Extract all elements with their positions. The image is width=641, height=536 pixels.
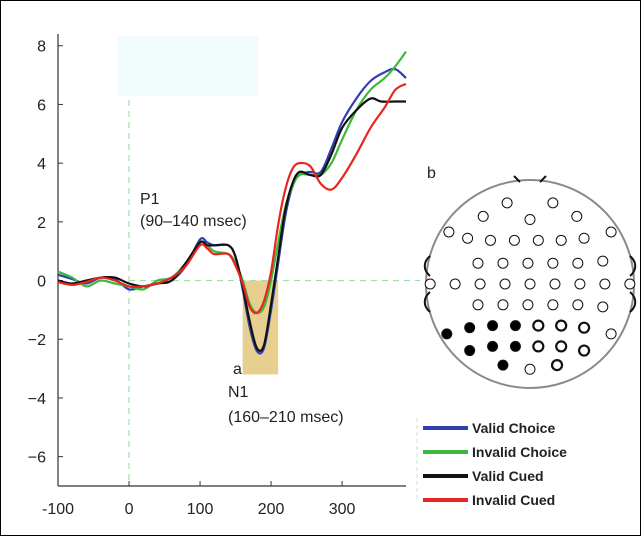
electrode xyxy=(597,301,609,313)
legend-label-invalid-cued: Invalid Cued xyxy=(472,492,555,508)
electrode-selected xyxy=(441,328,453,340)
electrode xyxy=(550,359,564,372)
y-tick-label: 8 xyxy=(37,39,46,56)
legend-label-valid-cued: Valid Cued xyxy=(472,468,544,484)
electrode-selected xyxy=(464,322,476,334)
electrode xyxy=(484,234,496,246)
right-ear-icon xyxy=(629,255,637,313)
y-tick-label: 2 xyxy=(37,215,46,232)
y-tick-label: 4 xyxy=(37,156,46,173)
legend-label-valid-choice: Valid Choice xyxy=(472,420,555,436)
electrode xyxy=(549,278,561,290)
left-ear-icon xyxy=(423,255,431,313)
electrode xyxy=(532,319,545,332)
n1-label: N1 xyxy=(228,384,249,401)
x-tick-group: -100 0 100 200 300 xyxy=(42,481,356,518)
electrode xyxy=(555,319,568,332)
panel-a-label: a xyxy=(233,361,242,378)
n1-window-label: (160–210 msec) xyxy=(228,409,344,426)
legend-label-invalid-choice: Invalid Choice xyxy=(472,444,567,460)
x-tick-label: 300 xyxy=(329,501,356,518)
electrode-selected xyxy=(497,359,509,371)
electrode xyxy=(499,278,511,290)
electrode xyxy=(547,299,559,311)
y-tick-label: −4 xyxy=(28,391,46,408)
electrode-selected xyxy=(464,345,476,357)
electrode xyxy=(449,278,461,290)
electrode xyxy=(547,257,559,269)
electrode xyxy=(477,210,489,222)
x-tick-label: 0 xyxy=(125,501,134,518)
electrode xyxy=(522,299,534,311)
nose-icon xyxy=(513,175,547,183)
electrode xyxy=(597,255,609,267)
y-tick-label: 0 xyxy=(37,274,46,291)
panel-b-label: b xyxy=(427,165,436,182)
electrode xyxy=(572,299,584,311)
y-tick-group: 8 6 4 2 0 −2 −4 −6 xyxy=(28,39,63,467)
y-tick-label: 6 xyxy=(37,97,46,114)
legend: Valid Choice Invalid Choice Valid Cued I… xyxy=(416,418,567,508)
y-tick-label: −2 xyxy=(28,332,46,349)
electrode xyxy=(577,321,591,334)
electrode xyxy=(532,234,544,246)
electrode xyxy=(524,363,536,375)
x-tick-label: -100 xyxy=(42,501,74,518)
electrode xyxy=(524,278,536,290)
electrode xyxy=(599,278,611,290)
background-smudge xyxy=(118,36,258,96)
electrode-selected xyxy=(487,320,499,332)
electrode xyxy=(443,226,455,238)
electrode xyxy=(605,328,617,340)
electrode-selected xyxy=(509,340,521,352)
electrode xyxy=(555,340,568,353)
electrode xyxy=(497,257,509,269)
electrode xyxy=(424,278,436,290)
electrode-group xyxy=(424,197,636,375)
series-line-valid-choice xyxy=(57,67,407,355)
series-line-invalid-cued xyxy=(57,82,407,315)
series-line-valid-cued xyxy=(57,97,406,352)
electrode xyxy=(462,232,474,244)
electrode xyxy=(497,299,509,311)
electrode xyxy=(472,299,484,311)
p1-label: P1 xyxy=(140,191,160,208)
electrode xyxy=(547,197,559,209)
electrode xyxy=(532,340,545,353)
electrode xyxy=(472,257,484,269)
electrode xyxy=(574,278,586,290)
x-tick-label: 100 xyxy=(187,501,214,518)
head-electrode-map xyxy=(423,175,637,389)
electrode-selected xyxy=(509,320,521,332)
electrode xyxy=(578,232,590,244)
electrode xyxy=(474,278,486,290)
series-line-group xyxy=(57,50,407,355)
electrode xyxy=(571,210,583,222)
electrode xyxy=(508,234,520,246)
electrode-selected xyxy=(487,340,499,352)
electrode xyxy=(605,226,617,238)
electrode xyxy=(524,214,536,226)
electrode xyxy=(555,234,567,246)
electrode xyxy=(577,344,591,357)
electrode xyxy=(501,197,513,209)
electrode xyxy=(522,257,534,269)
electrode xyxy=(572,257,584,269)
x-tick-label: 200 xyxy=(258,501,285,518)
p1-window-label: (90–140 msec) xyxy=(140,213,247,230)
y-tick-label: −6 xyxy=(28,450,46,467)
electrode xyxy=(624,278,636,290)
